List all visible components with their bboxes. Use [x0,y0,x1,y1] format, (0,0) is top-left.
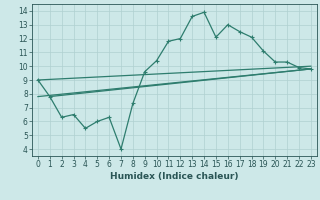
X-axis label: Humidex (Indice chaleur): Humidex (Indice chaleur) [110,172,239,181]
